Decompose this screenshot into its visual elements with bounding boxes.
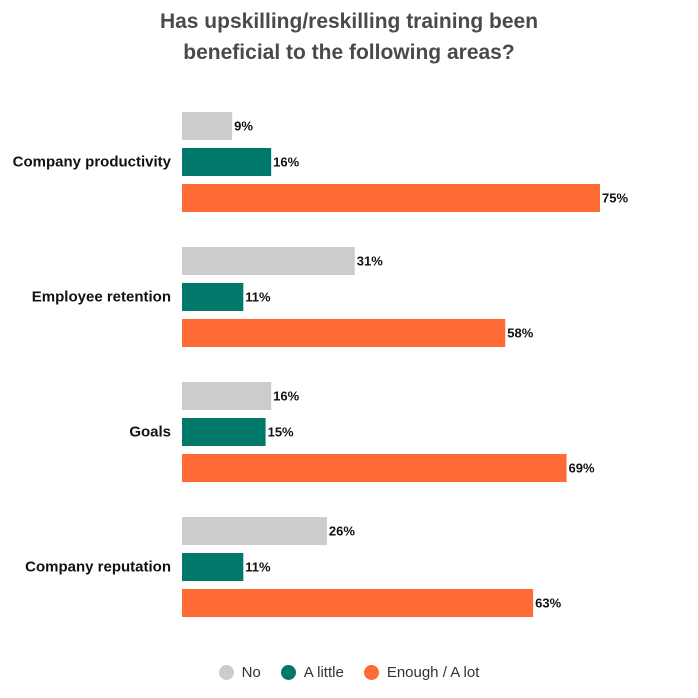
chart-title: Has upskilling/reskilling training been … — [0, 6, 698, 68]
bar-goals-enough-a-lot — [182, 454, 567, 482]
bar-company-productivity-no — [182, 112, 233, 140]
value-label-goals-a-little: 15% — [268, 425, 294, 440]
value-label-employee-retention-enough-a-lot: 58% — [507, 326, 533, 341]
bar-company-reputation-no — [182, 517, 327, 545]
category-label-goals: Goals — [129, 424, 171, 441]
bar-employee-retention-a-little — [182, 283, 244, 311]
legend-item-no: No — [218, 664, 261, 681]
value-label-company-productivity-enough-a-lot: 75% — [602, 191, 628, 206]
value-label-company-reputation-enough-a-lot: 63% — [535, 596, 561, 611]
category-label-employee-retention: Employee retention — [32, 289, 171, 306]
category-label-company-reputation: Company reputation — [25, 559, 171, 576]
category-label-company-productivity: Company productivity — [13, 154, 172, 171]
value-label-company-reputation-a-little: 11% — [245, 560, 271, 575]
value-label-employee-retention-a-little: 11% — [245, 290, 271, 305]
chart-title-line-1: Has upskilling/reskilling training been — [159, 10, 539, 33]
legend-swatch-no — [218, 665, 234, 680]
value-label-goals-enough-a-lot: 69% — [569, 461, 595, 476]
value-label-company-productivity-no: 9% — [234, 119, 253, 134]
value-label-employee-retention-no: 31% — [357, 254, 383, 269]
bar-goals-no — [182, 382, 272, 410]
bar-employee-retention-no — [182, 247, 355, 275]
bar-company-productivity-a-little — [182, 148, 272, 176]
value-label-company-reputation-no: 26% — [329, 524, 355, 539]
legend-label-enough-a-lot: Enough / A lot — [386, 664, 480, 681]
bar-company-reputation-enough-a-lot — [182, 589, 534, 617]
legend-item-a-little: A little — [280, 664, 344, 681]
bar-company-productivity-enough-a-lot — [182, 184, 600, 212]
value-label-company-productivity-a-little: 16% — [273, 155, 299, 170]
value-label-goals-no: 16% — [273, 389, 299, 404]
legend-swatch-enough-a-lot — [363, 665, 379, 680]
legend-label-a-little: A little — [303, 664, 344, 681]
legend: No A little Enough / A lot — [0, 664, 698, 681]
bar-goals-a-little — [182, 418, 266, 446]
chart-title-line-2: beneficial to the following areas? — [183, 41, 515, 64]
legend-label-no: No — [241, 664, 261, 681]
legend-swatch-a-little — [280, 665, 296, 680]
bar-company-reputation-a-little — [182, 553, 244, 581]
bar-chart: Company productivity 9% 16% 75% Employee ret… — [13, 112, 628, 617]
legend-item-enough-a-lot: Enough / A lot — [363, 664, 480, 681]
bar-employee-retention-enough-a-lot — [182, 319, 506, 347]
